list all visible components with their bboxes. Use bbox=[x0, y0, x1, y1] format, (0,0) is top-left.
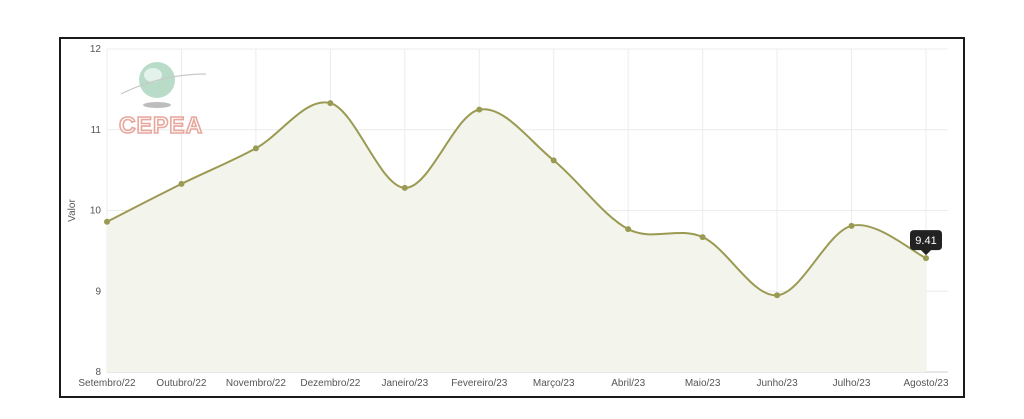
x-tick-label: Outubro/22 bbox=[156, 378, 206, 389]
data-point bbox=[774, 292, 781, 299]
line-chart: CEPEA 8 9 10 11 12 Setembro/22 Outubro/22 Nove… bbox=[67, 44, 949, 389]
x-tick-label: Junho/23 bbox=[757, 378, 799, 389]
y-tick-label: 8 bbox=[95, 367, 101, 378]
globe-orbit bbox=[120, 73, 207, 95]
x-axis-ticks: Setembro/22 Outubro/22 Novembro/22 Dezembro… bbox=[78, 378, 949, 389]
data-point bbox=[476, 106, 483, 113]
value-tooltip: 9.41 bbox=[910, 230, 942, 256]
y-tick-label: 9 bbox=[95, 286, 101, 297]
x-tick-label: Maio/23 bbox=[685, 378, 721, 389]
data-point bbox=[625, 226, 632, 233]
y-tick-label: 10 bbox=[90, 206, 102, 217]
x-tick-label: Agosto/23 bbox=[903, 378, 948, 389]
data-point bbox=[252, 145, 259, 152]
x-tick-label: Janeiro/23 bbox=[381, 378, 428, 389]
x-tick-label: Novembro/22 bbox=[226, 378, 286, 389]
cepea-logo: CEPEA bbox=[118, 62, 207, 139]
x-tick-label: Fevereiro/23 bbox=[451, 378, 508, 389]
x-tick-label: Abril/23 bbox=[611, 378, 645, 389]
data-point bbox=[550, 157, 557, 164]
data-point bbox=[923, 255, 929, 262]
data-points bbox=[104, 100, 929, 299]
tooltip-background bbox=[910, 230, 942, 256]
data-point bbox=[327, 100, 334, 107]
x-tick-label: Dezembro/22 bbox=[300, 378, 360, 389]
chart-frame: CEPEA 8 9 10 11 12 Setembro/22 Outubro/22 Nove… bbox=[59, 37, 965, 398]
globe-shadow bbox=[143, 102, 171, 108]
y-tick-label: 11 bbox=[91, 125, 102, 136]
data-point bbox=[401, 184, 408, 191]
y-tick-label: 12 bbox=[90, 44, 102, 55]
data-point bbox=[178, 180, 185, 187]
y-axis-label: Valor bbox=[67, 199, 78, 222]
globe-highlight bbox=[144, 68, 162, 82]
logo-text: CEPEA bbox=[119, 112, 203, 138]
data-point bbox=[104, 218, 110, 225]
x-tick-label: Setembro/22 bbox=[78, 378, 136, 389]
tooltip-value: 9.41 bbox=[915, 235, 936, 247]
data-point bbox=[848, 222, 855, 229]
x-tick-label: Julho/23 bbox=[833, 378, 871, 389]
data-point bbox=[699, 234, 706, 241]
y-axis-ticks: 8 9 10 11 12 bbox=[90, 44, 102, 378]
series-area bbox=[107, 102, 926, 372]
x-tick-label: Março/23 bbox=[533, 378, 575, 389]
